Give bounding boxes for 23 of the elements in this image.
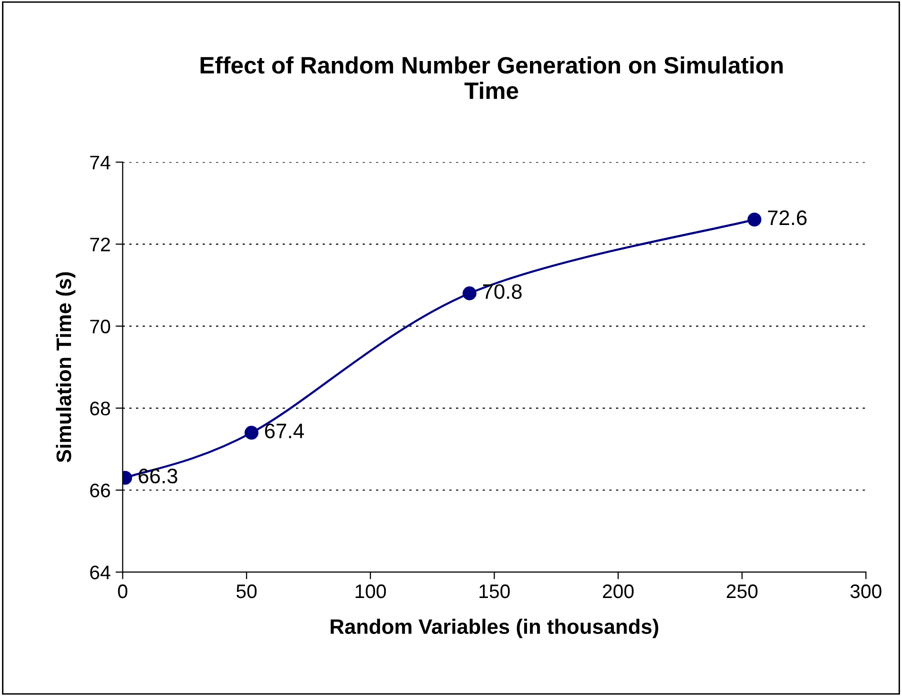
data-label: 72.6 (768, 210, 807, 226)
y-tick-label: 74 (90, 156, 110, 170)
x-tick-label: 200 (602, 584, 634, 598)
x-tick-label: 50 (236, 584, 257, 598)
y-axis-title: Simulation Time (s) (56, 272, 76, 462)
point (747, 212, 762, 227)
x-tick-label: 100 (356, 584, 386, 598)
point (462, 286, 476, 300)
y-tick-label: 70 (90, 320, 110, 334)
x-tick-label: 250 (726, 584, 758, 598)
data-label: 70.8 (483, 284, 522, 299)
y-tick-label: 72 (90, 238, 110, 252)
x-tick-label: 150 (480, 584, 510, 598)
chart-title: Effect of Random Number Generation on Simulation Time (200, 56, 783, 100)
x-tick-label: 0 (118, 584, 128, 598)
y-tick-label: 64 (90, 566, 110, 580)
y-tick-label: 68 (90, 402, 110, 416)
x-tick-label: 300 (850, 584, 882, 598)
data-label: 66.3 (138, 468, 178, 484)
x-axis-title: Random Variables (in thousands) (330, 618, 658, 638)
data-label: 67.4 (265, 424, 304, 438)
point (244, 426, 258, 440)
y-tick-label: 66 (90, 484, 110, 498)
